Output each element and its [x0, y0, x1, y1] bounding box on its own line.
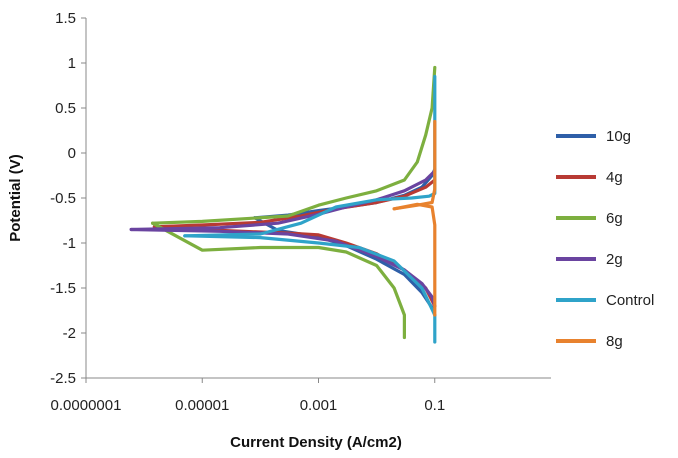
legend-label: 2g — [606, 251, 623, 268]
x-tick-label: 0.1 — [424, 397, 445, 414]
series-8g-cathodic-line — [392, 202, 437, 317]
legend-label: 10g — [606, 128, 631, 145]
legend-item-4g: 4g — [556, 169, 623, 186]
x-ticks: 0.0000001 0.00001 0.001 0.1 — [51, 378, 445, 414]
legend-item-8g: 8g — [556, 333, 623, 350]
legend: 10g 4g 6g 2g Control 8g — [556, 128, 654, 350]
y-axis-title: Potential (V) — [7, 154, 24, 242]
y-tick-label: 1.5 — [55, 10, 76, 27]
y-tick-label: -1.5 — [50, 280, 76, 297]
y-tick-label: 0.5 — [55, 100, 76, 117]
x-axis-title: Current Density (A/cm2) — [230, 434, 402, 451]
x-tick-label: 0.001 — [300, 397, 338, 414]
legend-label: 8g — [606, 333, 623, 350]
series-control-cathodic-line — [183, 234, 437, 344]
y-ticks: 1.5 1 0.5 0 -0.5 -1 -1.5 -2 -2.5 — [50, 10, 86, 387]
legend-label: 4g — [606, 169, 623, 186]
legend-item-control: Control — [556, 292, 654, 309]
y-tick-label: -1 — [63, 235, 76, 252]
legend-item-2g: 2g — [556, 251, 623, 268]
legend-item-10g: 10g — [556, 128, 631, 145]
series-2g-anodic-line — [129, 169, 437, 232]
x-tick-label: 0.0000001 — [51, 397, 122, 414]
legend-item-6g: 6g — [556, 210, 623, 227]
y-tick-label: -2.5 — [50, 370, 76, 387]
x-tick-label: 0.00001 — [175, 397, 229, 414]
y-tick-label: 1 — [68, 55, 76, 72]
legend-label: Control — [606, 292, 654, 309]
series-6g-cathodic-line — [151, 221, 406, 340]
y-tick-label: 0 — [68, 145, 76, 162]
series-layer — [129, 65, 437, 344]
series-6g-anodic-line — [151, 65, 437, 225]
legend-label: 6g — [606, 210, 623, 227]
y-tick-label: -2 — [63, 325, 76, 342]
y-tick-label: -0.5 — [50, 190, 76, 207]
series-2g-cathodic-line — [129, 227, 437, 308]
